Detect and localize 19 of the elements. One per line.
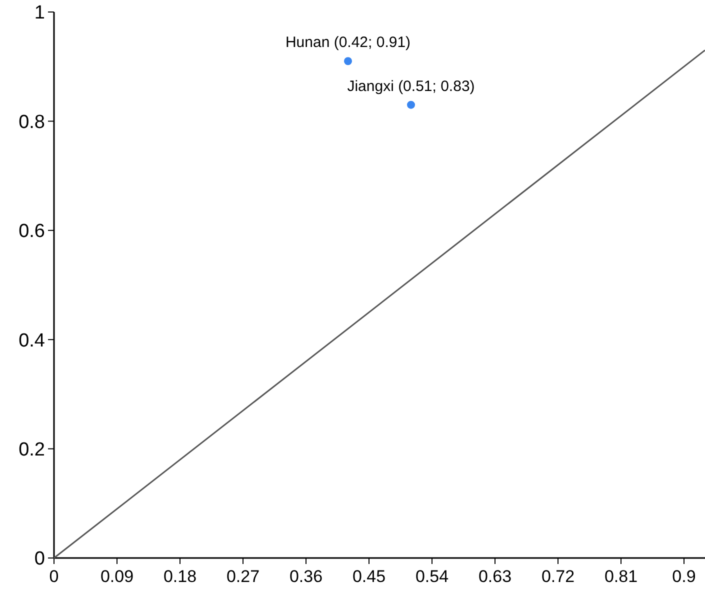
x-tick-label: 0.09 bbox=[100, 567, 134, 586]
x-tick-label: 0.18 bbox=[163, 567, 197, 586]
x-tick-label: 0.45 bbox=[352, 567, 386, 586]
x-tick-label: 0 bbox=[49, 567, 59, 586]
x-tick-label: 0.9 bbox=[672, 567, 696, 586]
y-tick-label: 0.2 bbox=[18, 439, 45, 460]
x-tick-label: 0.27 bbox=[226, 567, 260, 586]
x-tick-label: 0.54 bbox=[415, 567, 449, 586]
y-tick-label: 0 bbox=[34, 548, 45, 570]
y-tick-label: 0.4 bbox=[18, 330, 46, 352]
y-tick-label: 0.6 bbox=[18, 221, 45, 242]
x-tick-label: 0.63 bbox=[478, 567, 512, 586]
annotation: Jiangxi (0.51; 0.83) bbox=[347, 78, 475, 95]
x-tick-label: 0.72 bbox=[541, 567, 575, 586]
x-tick-label: 0.36 bbox=[289, 567, 323, 586]
x-tick-label: 0.81 bbox=[604, 567, 638, 586]
y-tick-label: 0.8 bbox=[18, 112, 45, 133]
y-tick-label: 1 bbox=[34, 2, 45, 24]
annotation: Hunan (0.42; 0.91) bbox=[285, 34, 411, 52]
